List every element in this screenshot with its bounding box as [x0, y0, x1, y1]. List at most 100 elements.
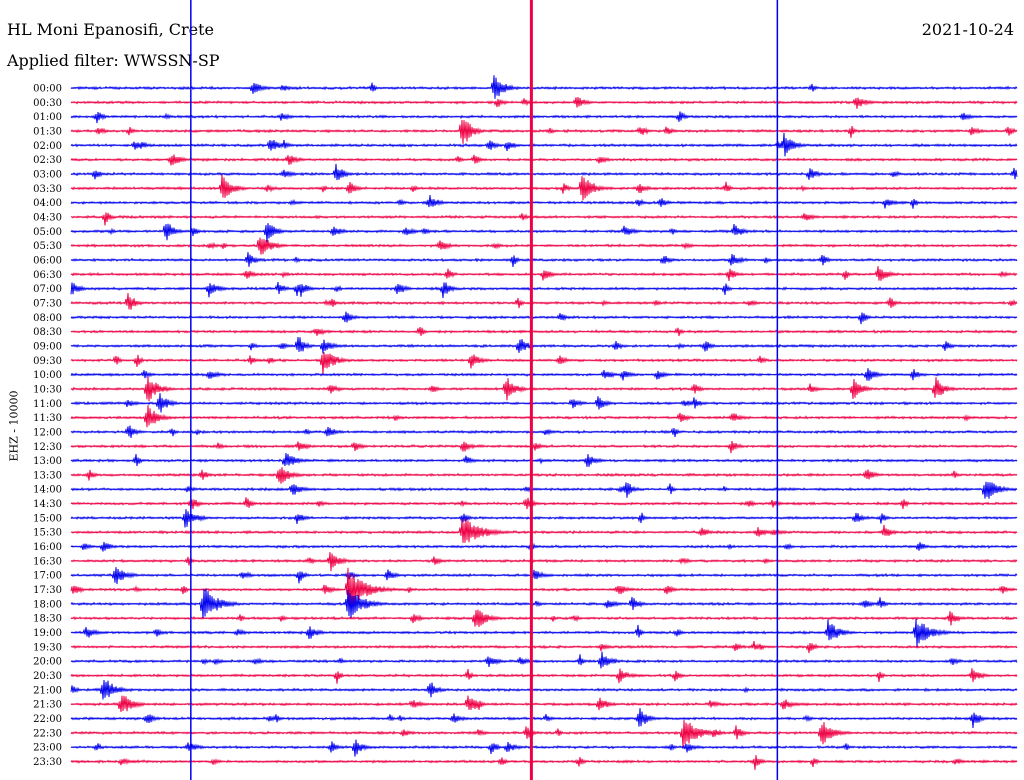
row-time-label: 11:00 — [33, 399, 62, 410]
row-time-label: 16:00 — [33, 542, 62, 553]
trace-row — [70, 708, 1018, 729]
row-time-label: 03:30 — [33, 184, 62, 195]
row-time-label: 12:30 — [33, 442, 62, 453]
trace-row — [70, 405, 1018, 428]
trace-row — [70, 111, 1018, 124]
row-time-label: 21:00 — [33, 685, 62, 696]
station-title: HL Moni Epanosifi, Crete — [7, 20, 215, 39]
row-time-label: 00:00 — [33, 84, 62, 95]
row-time-label: 02:30 — [33, 155, 62, 166]
trace-row — [70, 588, 1018, 619]
row-time-label: 01:30 — [33, 126, 62, 137]
row-time-label: 23:30 — [33, 757, 62, 768]
row-time-label: 03:00 — [33, 169, 62, 180]
trace-row — [70, 567, 1018, 609]
row-time-label: 17:30 — [33, 585, 62, 596]
row-time-label: 10:30 — [33, 384, 62, 395]
date-label: 2021-10-24 — [921, 20, 1014, 39]
trace-row — [70, 336, 1018, 354]
trace-row — [70, 212, 1018, 226]
row-time-label: 01:00 — [33, 112, 62, 123]
trace-row — [70, 518, 1018, 543]
row-time-label: 13:30 — [33, 470, 62, 481]
trace-row — [70, 695, 1018, 713]
trace-row — [70, 352, 1018, 376]
row-time-label: 09:00 — [33, 341, 62, 352]
row-time-label: 20:00 — [33, 657, 62, 668]
trace-row — [70, 641, 1018, 654]
trace-row — [70, 163, 1018, 181]
trace-row — [70, 75, 1018, 99]
row-time-label: 16:30 — [33, 556, 62, 567]
row-time-label: 10:00 — [33, 370, 62, 381]
trace-row — [70, 509, 1018, 528]
row-time-label: 20:30 — [33, 671, 62, 682]
row-time-label: 07:00 — [33, 284, 62, 295]
trace-row — [70, 327, 1018, 337]
row-time-label: 02:00 — [33, 141, 62, 152]
trace-row — [70, 481, 1018, 499]
trace-row — [70, 467, 1018, 484]
trace-row — [70, 453, 1018, 467]
row-time-label: 14:00 — [33, 485, 62, 496]
trace-row — [70, 552, 1018, 572]
trace-row — [70, 425, 1018, 439]
trace-row — [70, 755, 1018, 770]
trace-row — [70, 293, 1018, 310]
row-time-label: 17:00 — [33, 571, 62, 582]
trace-row — [70, 739, 1018, 757]
row-time-label: 15:30 — [33, 528, 62, 539]
row-time-label: 18:00 — [33, 599, 62, 610]
row-time-label: 07:30 — [33, 298, 62, 309]
row-time-label: 14:30 — [33, 499, 62, 510]
trace-row — [70, 252, 1018, 268]
row-time-label: 21:30 — [33, 700, 62, 711]
row-time-label: 08:00 — [33, 313, 62, 324]
row-time-label: 05:00 — [33, 227, 62, 238]
trace-row — [70, 194, 1018, 209]
trace-row — [70, 368, 1018, 381]
row-time-label: 12:00 — [33, 427, 62, 438]
trace-row — [70, 119, 1018, 144]
trace-row — [70, 376, 1018, 402]
row-time-label: 04:30 — [33, 212, 62, 223]
trace-row — [70, 282, 1018, 299]
trace-row — [70, 668, 1018, 684]
trace-row — [70, 393, 1018, 413]
row-time-label: 22:00 — [33, 714, 62, 725]
trace-row — [70, 237, 1018, 255]
trace-row — [70, 719, 1018, 748]
row-time-label: 13:00 — [33, 456, 62, 467]
trace-row — [70, 223, 1018, 243]
row-time-label: 22:30 — [33, 728, 62, 739]
trace-row — [70, 609, 1018, 628]
trace-row — [70, 132, 1018, 157]
trace-row — [70, 154, 1018, 166]
row-time-label: 23:00 — [33, 743, 62, 754]
trace-row — [70, 266, 1018, 282]
trace-row — [70, 651, 1018, 669]
row-time-label: 06:00 — [33, 255, 62, 266]
row-time-label: 00:30 — [33, 98, 62, 109]
row-time-label: 19:00 — [33, 628, 62, 639]
row-time-label: 06:30 — [33, 270, 62, 281]
trace-row — [70, 567, 1018, 585]
row-time-label: 05:30 — [33, 241, 62, 252]
row-time-label: 11:30 — [33, 413, 62, 424]
row-time-label: 08:30 — [33, 327, 62, 338]
row-time-label: 18:30 — [33, 614, 62, 625]
trace-row — [70, 174, 1018, 201]
trace-row — [70, 497, 1018, 510]
filter-label: Applied filter: WWSSN-SP — [7, 51, 220, 70]
row-time-label: 09:30 — [33, 356, 62, 367]
row-time-label: 19:30 — [33, 642, 62, 653]
trace-row — [70, 679, 1018, 700]
trace-row — [70, 96, 1018, 109]
row-time-label: 04:00 — [33, 198, 62, 209]
trace-row — [70, 541, 1018, 552]
trace-row — [70, 441, 1018, 454]
trace-row — [70, 619, 1018, 648]
row-time-label: 15:00 — [33, 513, 62, 524]
trace-row — [70, 311, 1018, 325]
